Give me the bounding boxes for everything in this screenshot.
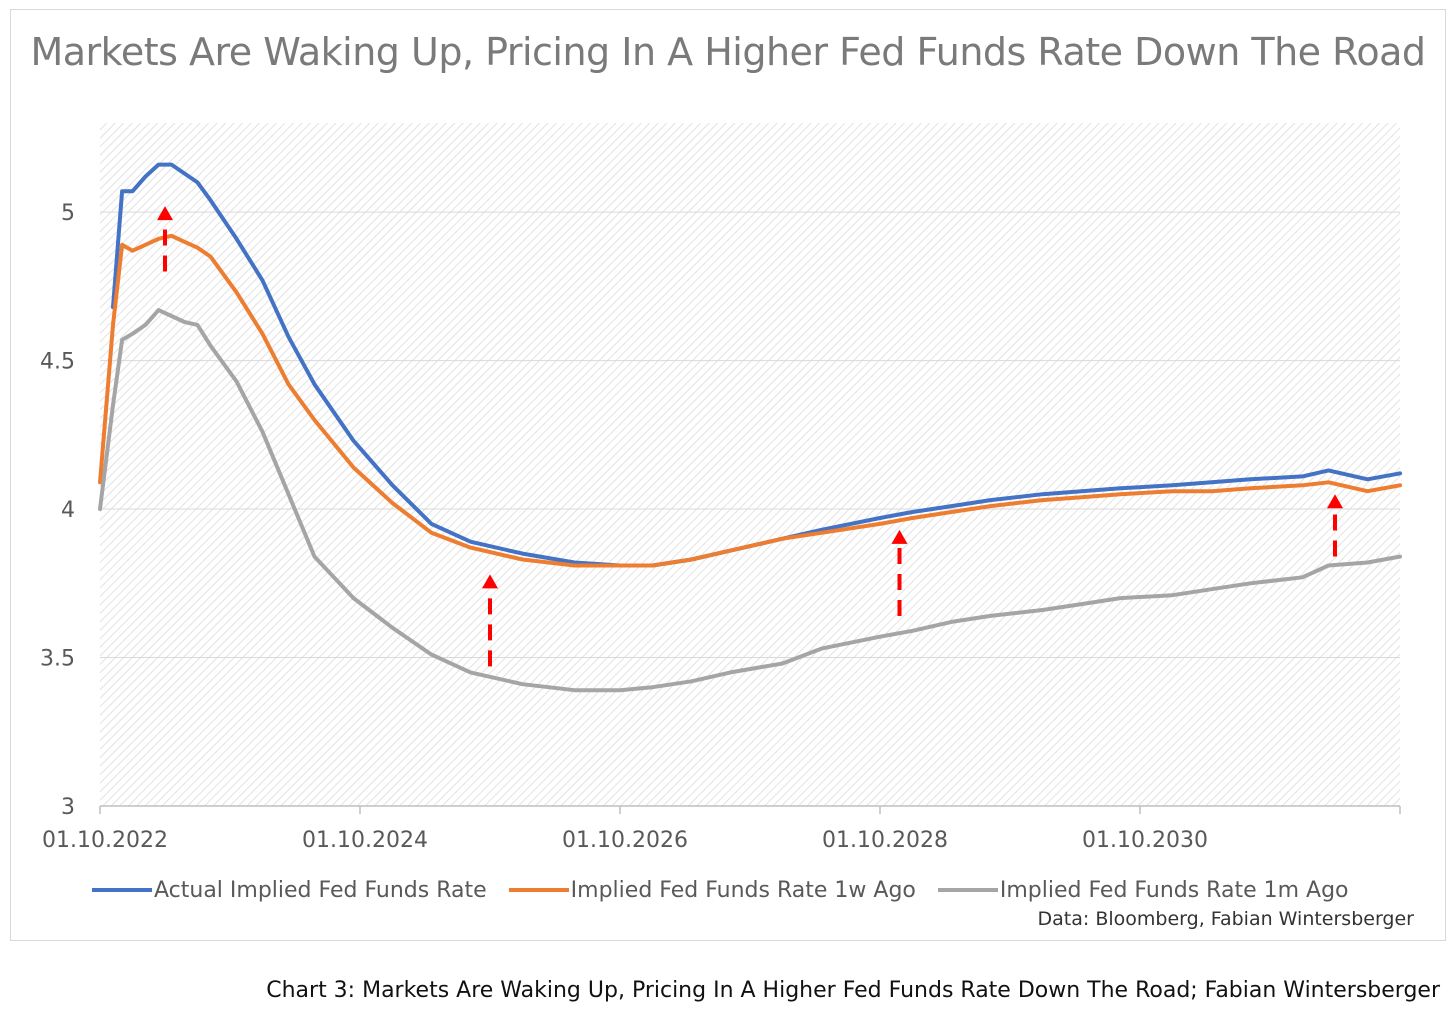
legend-swatch-1w: [508, 888, 569, 892]
x-tick-label: 01.10.2024: [302, 828, 428, 853]
source-note: Data: Bloomberg, Fabian Wintersberger: [1037, 908, 1414, 930]
y-tick-label: 3.5: [40, 647, 75, 672]
arrow-head: [891, 529, 908, 544]
annotation-arrow-1: [482, 574, 498, 667]
series-line-1: [98, 233, 1402, 568]
legend-label-1w: Implied Fed Funds Rate 1w Ago: [570, 877, 916, 903]
legend: Actual Implied Fed Funds Rate Implied Fe…: [92, 874, 1371, 906]
plot-area: [100, 123, 1400, 806]
annotation-arrow-0: [157, 206, 173, 272]
x-tick-label: 01.10.2030: [1082, 828, 1208, 853]
legend-label-1m: Implied Fed Funds Rate 1m Ago: [999, 877, 1349, 903]
arrow-head: [1327, 494, 1343, 509]
x-tick-label: 01.10.2022: [42, 828, 168, 853]
y-tick-label: 4: [61, 498, 75, 523]
y-tick-label: 4.5: [40, 350, 75, 375]
figure-caption: Chart 3: Markets Are Waking Up, Pricing …: [266, 978, 1440, 1003]
chart-title: Markets Are Waking Up, Pricing In A High…: [30, 30, 1426, 74]
arrow-head: [157, 206, 173, 221]
legend-swatch-1m: [937, 888, 998, 892]
series-line-2: [98, 308, 1402, 693]
annotation-arrow-2: [891, 529, 908, 616]
legend-item-actual: Actual Implied Fed Funds Rate: [92, 878, 487, 903]
x-tick-label: 01.10.2026: [562, 828, 688, 853]
legend-item-1m: Implied Fed Funds Rate 1m Ago: [937, 877, 1349, 903]
annotation-arrow-3: [1327, 494, 1343, 557]
y-tick-label: 5: [61, 201, 75, 226]
legend-label-actual: Actual Implied Fed Funds Rate: [154, 877, 487, 903]
legend-item-1w: Implied Fed Funds Rate 1w Ago: [508, 877, 916, 903]
x-tick-label: 01.10.2028: [822, 828, 948, 853]
y-tick-label: 3: [61, 795, 75, 820]
arrow-head: [482, 574, 498, 589]
legend-swatch-actual: [92, 888, 152, 892]
